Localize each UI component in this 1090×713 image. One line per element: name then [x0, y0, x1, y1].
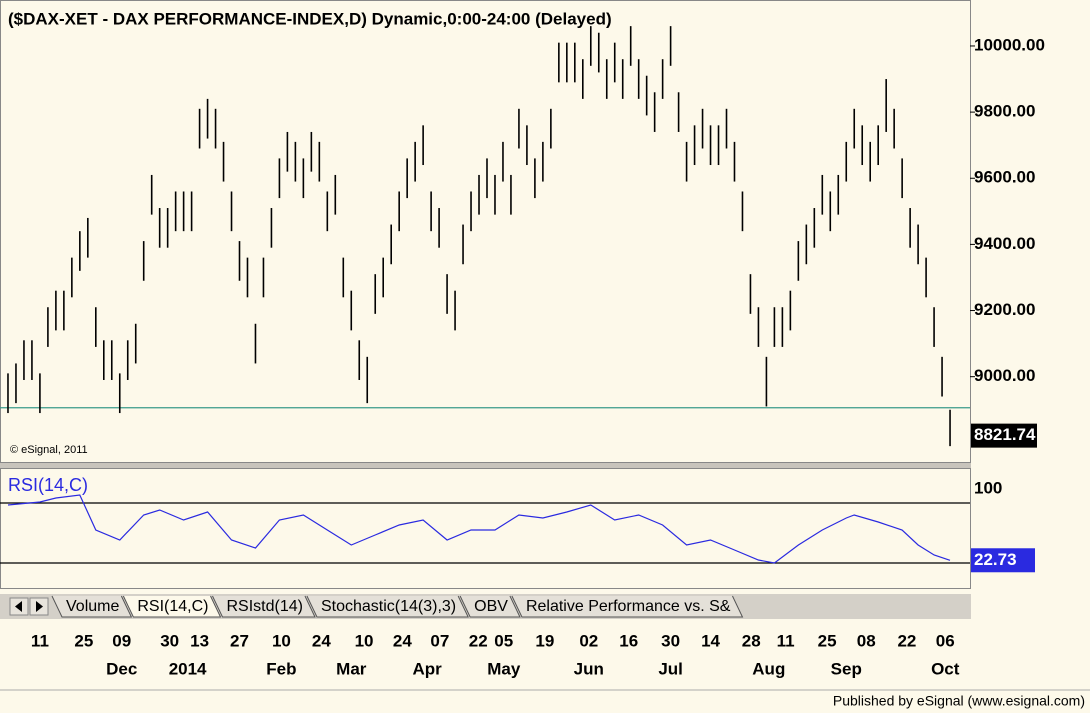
y-tick-label: 9400.00 — [974, 234, 1035, 253]
y-tick-label: 9600.00 — [974, 168, 1035, 187]
tab[interactable] — [51, 595, 133, 618]
x-month-label: Jun — [574, 659, 604, 678]
x-tick-label: 11 — [777, 631, 795, 650]
tab-label: Stochastic(14(3),3) — [321, 598, 456, 615]
x-month-label: Sep — [831, 659, 862, 678]
tab-label: RSIstd(14) — [227, 598, 303, 615]
tab[interactable] — [511, 595, 744, 618]
last-price-label: 8821.74 — [974, 425, 1036, 444]
arrow-left — [15, 601, 22, 612]
x-tick-label: 22 — [897, 631, 916, 650]
rsi-last-box — [971, 548, 1035, 573]
x-month-label: Oct — [931, 659, 960, 678]
tab[interactable] — [212, 595, 316, 618]
chart-title: ($DAX-XET - DAX PERFORMANCE-INDEX,D) Dyn… — [8, 9, 612, 28]
tab[interactable] — [306, 595, 469, 618]
x-tick-label: 28 — [742, 631, 761, 650]
y-tick-label: 9800.00 — [974, 102, 1035, 121]
x-tick-label: 09 — [112, 631, 131, 650]
splitter — [0, 463, 971, 468]
rsi-panel — [0, 468, 971, 589]
x-tick-label: 05 — [494, 631, 513, 650]
x-tick-label: 10 — [355, 631, 374, 650]
copyright: © eSignal, 2011 — [10, 444, 88, 456]
x-tick-label: 25 — [74, 631, 93, 650]
tab-label: RSI(14,C) — [137, 598, 208, 615]
x-month-label: Feb — [266, 659, 296, 678]
price-panel — [0, 0, 971, 463]
x-month-label: Jul — [658, 659, 683, 678]
x-tick-label: 24 — [393, 631, 412, 650]
y-tick-label: 100 — [974, 478, 1002, 497]
x-tick-label: 27 — [230, 631, 249, 650]
x-month-label: Apr — [412, 659, 442, 678]
rsi-last-label: 22.73 — [974, 550, 1017, 569]
last-price-box — [971, 423, 1037, 448]
x-tick-label: 22 — [469, 631, 488, 650]
arrow-right — [36, 601, 43, 612]
x-month-label: Mar — [336, 659, 367, 678]
x-month-label: Aug — [752, 659, 785, 678]
rsi-line — [7, 494, 951, 564]
tab-label: OBV — [474, 598, 508, 615]
x-tick-label: 25 — [818, 631, 837, 650]
x-month-label: Dec — [106, 659, 137, 678]
x-tick-label: 10 — [272, 631, 291, 650]
tab-label: Relative Performance vs. S& — [526, 598, 731, 615]
x-tick-label: 19 — [535, 631, 554, 650]
tab-label: Volume — [66, 598, 119, 615]
x-tick-label: 07 — [430, 631, 449, 650]
y-tick-label: 9200.00 — [974, 300, 1035, 319]
rsi-title: RSI(14,C) — [8, 475, 88, 495]
tab[interactable] — [459, 595, 521, 618]
x-month-label: 2014 — [169, 659, 207, 678]
x-tick-label: 16 — [619, 631, 638, 650]
x-tick-label: 06 — [936, 631, 955, 650]
x-tick-label: 30 — [160, 631, 179, 650]
x-tick-label: 30 — [661, 631, 680, 650]
x-tick-label: 11 — [31, 631, 49, 650]
y-tick-label: 9000.00 — [974, 366, 1035, 385]
x-tick-label: 14 — [701, 631, 720, 650]
x-month-label: May — [487, 659, 521, 678]
footer: Published by eSignal (www.esignal.com) — [833, 693, 1085, 709]
x-tick-label: 02 — [579, 631, 598, 650]
y-tick-label: 10000.00 — [974, 35, 1045, 54]
tabs: Volume RSI(14,C) RSIstd(14) Stochastic(14(3… — [51, 595, 744, 618]
x-tick-label: 13 — [190, 631, 209, 650]
x-tick-label: 24 — [312, 631, 331, 650]
tab[interactable] — [122, 595, 222, 618]
x-tick-label: 08 — [857, 631, 876, 650]
